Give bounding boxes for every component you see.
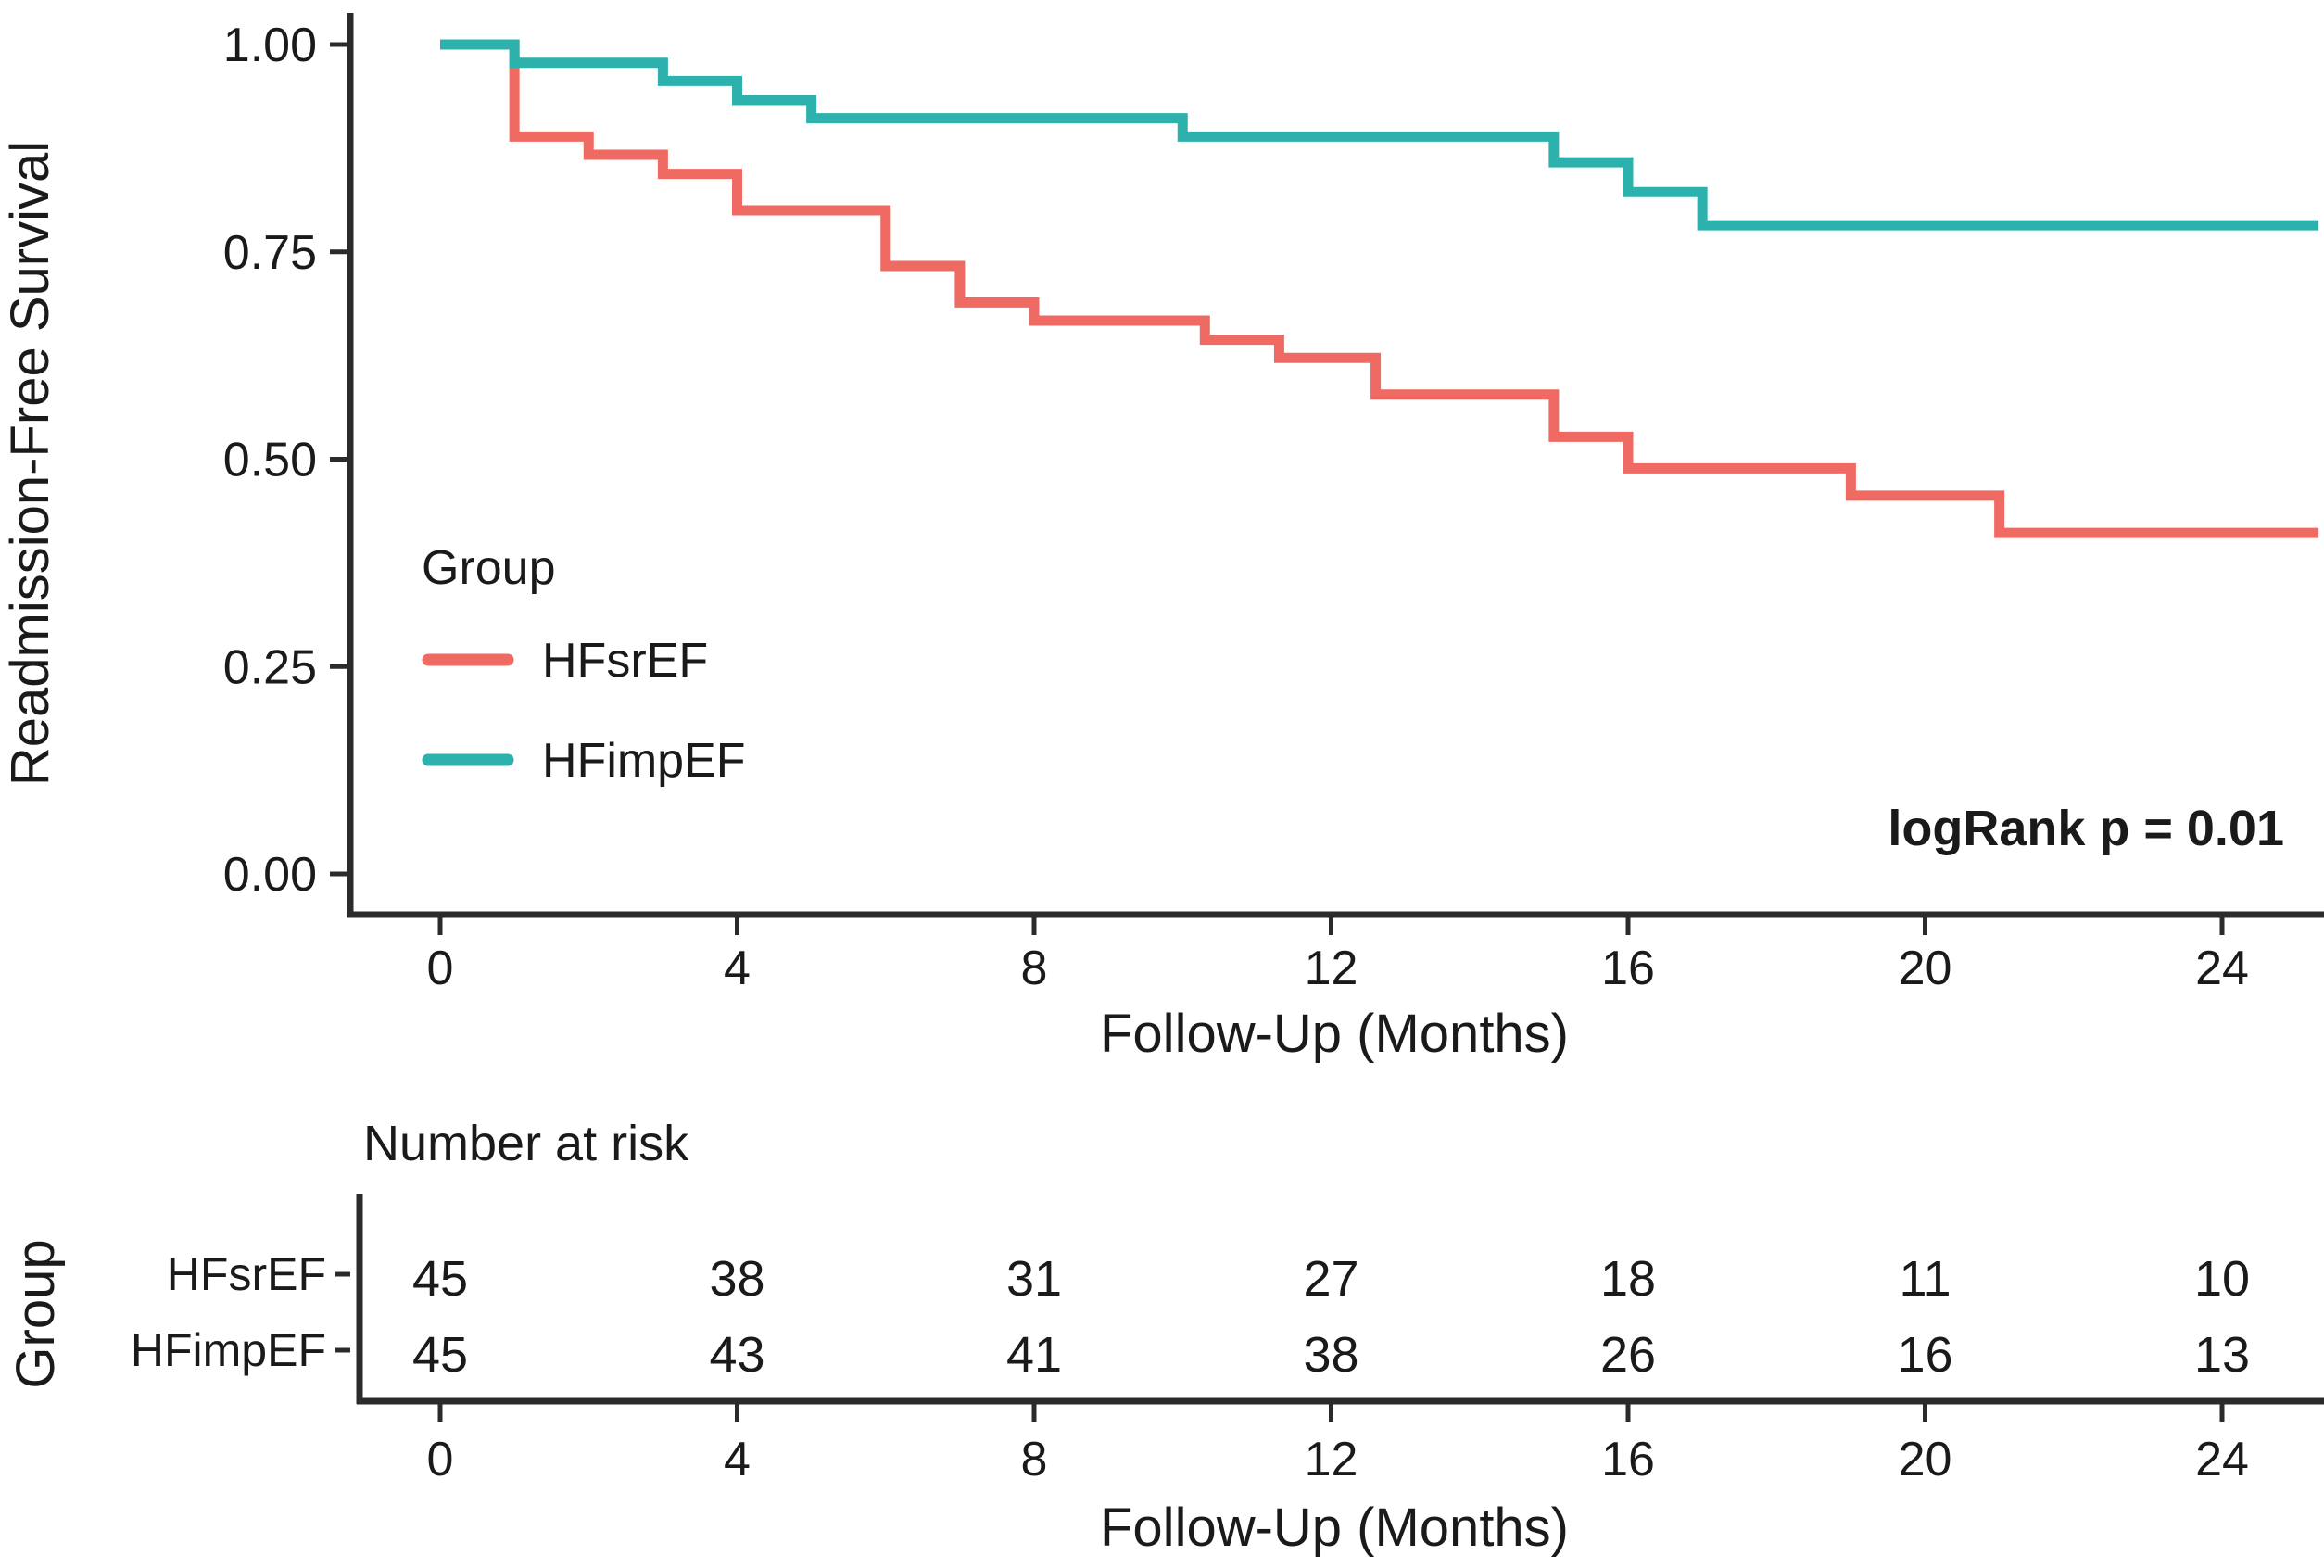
risk-count: 45 xyxy=(412,1327,468,1383)
legend-title: Group xyxy=(422,541,556,595)
main-plot-axes: 0.00 0.25 0.50 0.75 1.00 0 4 8 12 16 20 24 xyxy=(223,13,2324,995)
survival-curve-hfimpef xyxy=(440,39,2319,231)
y-tick-label: 1.00 xyxy=(223,19,317,72)
legend-item-hfsref: HFsrEF xyxy=(422,634,708,688)
risk-table-group-axis-label: Group xyxy=(6,1239,66,1388)
x-tick-label: 4 xyxy=(724,942,751,995)
x-tick-label: 12 xyxy=(1305,942,1358,995)
risk-x-tick-label: 0 xyxy=(427,1433,454,1486)
survival-curves xyxy=(440,39,2319,538)
y-tick-label: 0.75 xyxy=(223,226,317,280)
risk-table-rows: HFsrEF 45 38 31 27 18 11 10 HFimpEF 45 43 41 38 26 16 1… xyxy=(131,1248,2250,1383)
x-axis-title: Follow-Up (Months) xyxy=(1100,1004,1569,1064)
risk-count: 31 xyxy=(1006,1251,1062,1307)
risk-table: Number at risk Group HFsrEF 45 38 31 27 18 11 1… xyxy=(6,1116,2324,1558)
survival-curve-hfsref xyxy=(440,39,2319,538)
risk-count: 27 xyxy=(1303,1251,1358,1307)
risk-count: 38 xyxy=(1303,1327,1358,1383)
legend-label-hfimpef: HFimpEF xyxy=(542,734,746,788)
x-tick-label: 16 xyxy=(1601,942,1655,995)
risk-row-label: HFimpEF xyxy=(131,1324,326,1376)
risk-count: 11 xyxy=(1899,1251,1951,1307)
x-tick-label: 8 xyxy=(1021,942,1048,995)
risk-table-row: HFimpEF 45 43 41 38 26 16 13 xyxy=(131,1324,2250,1383)
risk-x-tick-label: 12 xyxy=(1305,1433,1358,1486)
risk-count: 13 xyxy=(2194,1327,2250,1383)
risk-count: 10 xyxy=(2194,1251,2250,1307)
risk-count: 45 xyxy=(412,1251,468,1307)
y-axis-ticks: 0.00 0.25 0.50 0.75 1.00 xyxy=(223,19,350,902)
y-tick-label: 0.00 xyxy=(223,848,317,902)
x-tick-label: 24 xyxy=(2195,942,2249,995)
x-tick-label: 20 xyxy=(1899,942,1952,995)
risk-count: 41 xyxy=(1006,1327,1062,1383)
risk-x-tick-label: 24 xyxy=(2195,1433,2249,1486)
risk-count: 38 xyxy=(709,1251,764,1307)
risk-count: 16 xyxy=(1897,1327,1952,1383)
x-tick-label: 0 xyxy=(427,942,454,995)
y-tick-label: 0.50 xyxy=(223,434,317,487)
risk-table-x-ticks: 0 4 8 12 16 20 24 xyxy=(427,1401,2249,1486)
risk-table-title: Number at risk xyxy=(363,1116,689,1171)
risk-row-label: HFsrEF xyxy=(167,1248,326,1300)
risk-table-row: HFsrEF 45 38 31 27 18 11 10 xyxy=(167,1248,2250,1307)
risk-x-tick-label: 4 xyxy=(724,1433,751,1486)
risk-count: 18 xyxy=(1600,1251,1656,1307)
legend: Group HFsrEF HFimpEF xyxy=(422,541,746,788)
risk-count: 43 xyxy=(709,1327,764,1383)
logrank-pvalue: logRank p = 0.01 xyxy=(1888,801,2284,856)
y-tick-label: 0.25 xyxy=(223,640,317,694)
risk-table-x-axis-title: Follow-Up (Months) xyxy=(1100,1498,1569,1558)
risk-x-tick-label: 16 xyxy=(1601,1433,1655,1486)
legend-item-hfimpef: HFimpEF xyxy=(422,734,746,788)
legend-label-hfsref: HFsrEF xyxy=(542,634,708,688)
risk-count: 26 xyxy=(1600,1327,1656,1383)
risk-x-tick-label: 8 xyxy=(1021,1433,1048,1486)
x-axis-ticks: 0 4 8 12 16 20 24 xyxy=(427,915,2249,995)
y-axis-title: Readmission-Free Survival xyxy=(0,141,60,786)
risk-x-tick-label: 20 xyxy=(1899,1433,1952,1486)
